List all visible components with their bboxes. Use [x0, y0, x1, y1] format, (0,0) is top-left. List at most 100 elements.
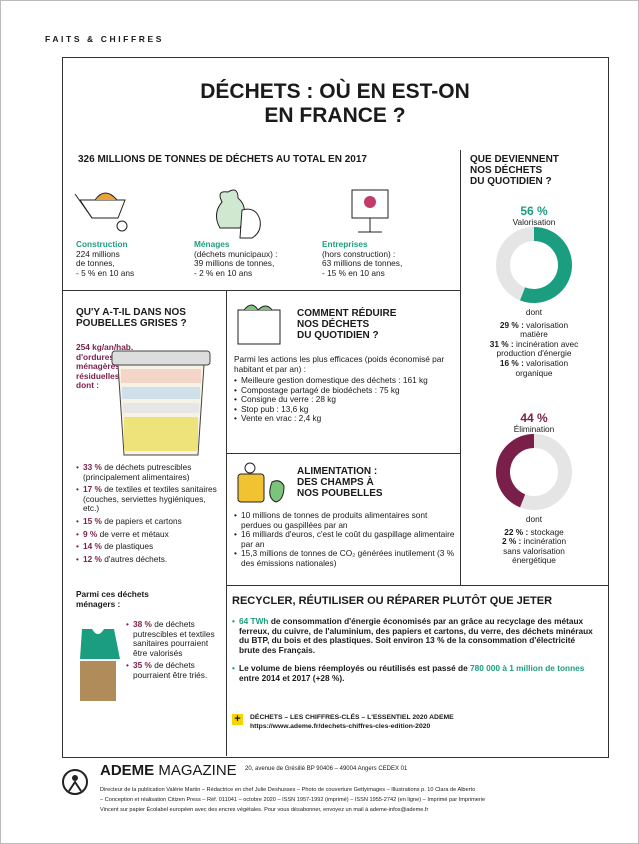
sector-name: Ménages	[194, 239, 230, 249]
paragraph: 64 TWh de consommation d'énergie économi…	[232, 616, 598, 655]
item-text: incinération avec	[516, 338, 579, 349]
title-line: EN FRANCE ?	[264, 104, 406, 127]
item-pct: 12 %	[83, 553, 102, 564]
heading-line: ALIMENTATION :	[297, 466, 378, 477]
item-pct: 22 % :	[504, 526, 529, 537]
food-items: 10 millions de tonnes de produits alimen…	[234, 510, 456, 569]
heading-line: QU'Y A-T-IL DANS NOS	[76, 307, 186, 318]
item-pct: 2 % :	[501, 536, 522, 547]
item-pct: 9 %	[83, 528, 98, 539]
item-pct: 15 %	[83, 515, 102, 526]
household-heading: Parmi ces déchets ménagers :	[76, 589, 149, 609]
dont: dont	[525, 307, 543, 317]
daily-details: dont 29 % : valorisation matière 31 % : inc…	[461, 307, 607, 378]
dont: dont	[525, 514, 543, 524]
heading-line: POUBELLES GRISES ?	[76, 318, 187, 329]
item-pct: 29 % :	[499, 319, 524, 330]
item-text: de papiers et cartons	[104, 515, 182, 526]
item-text: de déchets putrescibles et textiles sani…	[133, 619, 215, 658]
brand-name: ADEME	[100, 762, 155, 779]
heading-line: DU QUOTIDIEN ?	[470, 176, 552, 187]
list-item: 33 % de déchets putrescibles (principale…	[76, 462, 218, 482]
item-text: énergétique	[512, 555, 556, 566]
sector-line: - 5 % en 10 ans	[76, 267, 135, 278]
item-text: de verre et métaux	[99, 528, 169, 539]
reduce-items: Meilleure gestion domestique des déchets…	[234, 375, 456, 424]
heading-line: COMMENT RÉDUIRE	[297, 308, 397, 319]
heading-line: DES CHAMPS À	[297, 477, 374, 488]
donut-arc	[496, 434, 535, 508]
donut-value: 56 %	[520, 204, 548, 218]
sector-name: Entreprises	[322, 239, 368, 249]
donut-label: Valorisation	[512, 217, 556, 227]
section-heading: COMMENT RÉDUIRE NOS DÉCHETS DU QUOTIDIEN ?	[297, 308, 396, 341]
item-pct: 14 %	[83, 541, 102, 552]
item-pct: 38 %	[133, 619, 152, 629]
item-text: incinération	[523, 536, 567, 547]
sector-line: 39 millions de tonnes,	[194, 258, 275, 269]
credit-line: Directeur de la publication Valérie Mart…	[100, 787, 476, 793]
item-text: d'autres déchets.	[104, 553, 168, 564]
brand: ADEME MAGAZINE	[100, 762, 237, 779]
credit-line: – Conception et réalisation Citizen Pres…	[100, 797, 486, 803]
daily-item: 31 % : incinération avec production d'éne…	[461, 338, 607, 359]
link-url[interactable]: https://www.ademe.fr/dechets-chiffres-cl…	[250, 723, 431, 730]
section-heading: QUE DEVIENNENT NOS DÉCHETS DU QUOTIDIEN ?	[470, 154, 559, 187]
list-item: 15 % de papiers et cartons	[76, 515, 218, 527]
paragraph-part: entre 2014 et 2017 (+28 %).	[239, 672, 345, 683]
recycle-paragraphs: 64 TWh de consommation d'énergie économi…	[232, 616, 598, 693]
item-pct: 31 % :	[489, 338, 514, 349]
item-text: valorisation	[526, 357, 569, 368]
divider	[226, 453, 460, 454]
intro-line: résiduelles	[76, 370, 120, 381]
sector-name: Construction	[76, 239, 128, 249]
item-text: de déchets pourraient être triés.	[133, 660, 208, 680]
item-text: matière	[520, 329, 548, 340]
donut-value: 44 %	[520, 411, 548, 425]
item-text: stockage	[530, 526, 564, 537]
daily-details: dont 22 % : stockage 2 % : incinération san…	[461, 514, 607, 566]
paragraph-part: 64 TWh	[239, 616, 269, 626]
item-pct: 33 %	[83, 462, 102, 472]
frame	[62, 57, 609, 758]
item-pct: 17 %	[83, 484, 102, 495]
section-heading: RECYCLER, RÉUTILISER OU RÉPARER PLUTÔT Q…	[232, 595, 553, 607]
household-items: 38 % de déchets putrescibles et textiles…	[126, 619, 221, 684]
bins-intro: 254 kg/an/hab. d'ordures ménagères résiduel…	[76, 342, 134, 391]
item-text: valorisation	[526, 319, 569, 330]
paragraph-part: 780 000 à 1 million de tonnes	[470, 663, 585, 674]
section-label: FAITS & CHIFFRES	[45, 34, 165, 44]
section-heading: ALIMENTATION : DES CHAMPS À NOS POUBELLES	[297, 466, 383, 499]
divider	[226, 585, 608, 586]
food-icon	[237, 462, 285, 503]
donut-arc	[520, 227, 572, 303]
sector: Construction 224 millions de tonnes, - 5 % …	[76, 239, 135, 278]
heading-line: NOS DÉCHETS	[297, 319, 370, 330]
daily-item: 16 % : valorisation organique	[461, 357, 607, 378]
list-item: 17 % de textiles et textiles sanitaires …	[76, 484, 218, 514]
title-line: DÉCHETS : OÙ EN EST-ON	[200, 80, 470, 103]
link-title: DÉCHETS – LES CHIFFRES-CLÉS – L'ESSENTIE…	[250, 714, 454, 721]
sector-line: - 15 % en 10 ans	[322, 267, 385, 278]
intro-line: 254 kg/an/hab.	[76, 342, 134, 352]
item-text: sans valorisation	[503, 545, 565, 556]
intro-line: ménagères	[76, 361, 120, 372]
reduce-intro: Parmi les actions les plus efficaces (po…	[234, 354, 445, 374]
heading-line: NOS POUBELLES	[297, 488, 383, 499]
office-icon	[351, 189, 389, 233]
intro-line: dont :	[76, 380, 100, 391]
wheelbarrow-icon	[74, 192, 128, 232]
address: 20, avenue de Grésillé BP 90406 – 49004 …	[245, 766, 408, 772]
paragraph-part: de consommation d'énergie économisés par…	[239, 616, 593, 655]
sector-line: 224 millions	[76, 248, 120, 259]
sector: Ménages (déchets municipaux) :39 millions…	[194, 239, 277, 278]
daily-block: 56 % Valorisation	[461, 205, 607, 228]
list-item: Meilleure gestion domestique des déchets…	[234, 375, 456, 386]
list-item: 38 % de déchets putrescibles et textiles…	[126, 619, 221, 658]
daily-block: 44 % Élimination	[461, 412, 607, 435]
item-pct: 35 %	[133, 660, 152, 671]
list-item: Consigne du verre : 28 kg	[234, 395, 456, 405]
list-item: Vente en vrac : 2,4 kg	[234, 414, 456, 424]
sector: Entreprises (hors construction) :63 milli…	[322, 239, 402, 278]
